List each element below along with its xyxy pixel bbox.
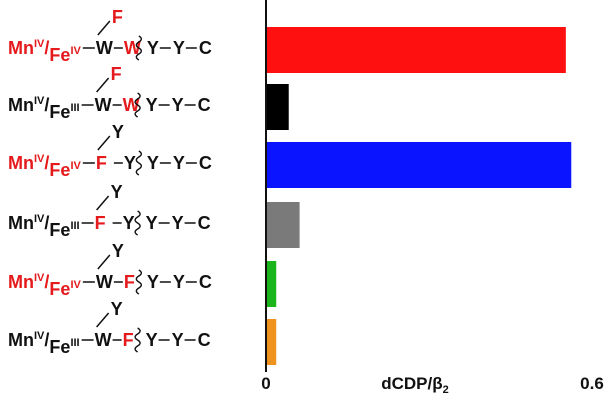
tail-residue-2: Y — [173, 272, 185, 292]
tail-residue-2: Y — [173, 153, 185, 173]
residue-2: F — [124, 272, 135, 292]
branch-bond — [97, 20, 111, 36]
tail-residue-2: Y — [173, 38, 185, 58]
metal-center: MnIV/FeIV — [8, 272, 81, 299]
chain-break — [135, 150, 143, 176]
branch-bond — [96, 77, 110, 93]
branch-residue: F — [111, 64, 122, 84]
chain-break — [134, 210, 141, 236]
bar-2 — [267, 84, 289, 130]
category-label-1: MnIV/FeIV WFW Y Y C — [8, 7, 212, 65]
branch-bond — [96, 312, 110, 328]
bar-4 — [267, 202, 300, 248]
category-label-2: MnIV/FeIII WFW Y Y C — [8, 64, 211, 122]
tail-residue-3: C — [199, 153, 212, 173]
tail-residue-1: Y — [146, 95, 158, 115]
tail-residue-3: C — [199, 272, 212, 292]
bar-5 — [267, 261, 277, 307]
residue-2: F — [123, 330, 134, 350]
residue-1: W — [96, 38, 113, 58]
bar-1 — [267, 27, 566, 73]
bar-6 — [267, 319, 277, 365]
tail-residue-2: Y — [172, 330, 184, 350]
branch-residue: Y — [112, 241, 124, 261]
chain-break — [134, 92, 141, 118]
residue-1: W — [95, 95, 112, 115]
bars — [267, 27, 572, 365]
x-axis-label: dCDP/β2 — [381, 374, 449, 396]
residue-2: Y — [124, 153, 136, 173]
metal-center: MnIV/FeIII — [8, 213, 80, 240]
branch-residue: Y — [112, 122, 124, 142]
category-label-6: MnIV/FeIII WYF Y Y C — [8, 299, 211, 357]
tail-residue-1: Y — [146, 213, 158, 233]
category-label-5: MnIV/FeIV WYF Y Y C — [8, 241, 212, 299]
tick-label-0: 0 — [261, 374, 270, 393]
branch-bond — [96, 195, 110, 211]
residue-1: F — [96, 153, 107, 173]
metal-center: MnIV/FeIV — [8, 153, 81, 180]
tail-residue-2: Y — [172, 213, 184, 233]
metal-center: MnIV/FeIII — [8, 95, 80, 122]
metal-center: MnIV/FeIV — [8, 38, 81, 65]
branch-residue: Y — [111, 299, 123, 319]
tail-residue-3: C — [198, 95, 211, 115]
metal-center: MnIV/FeIII — [8, 330, 80, 357]
tick-labels: 0 0.6 — [261, 374, 604, 393]
tail-residue-1: Y — [147, 272, 159, 292]
tail-residue-1: Y — [146, 330, 158, 350]
tail-residue-1: Y — [147, 38, 159, 58]
residue-1: F — [95, 213, 106, 233]
branch-residue: F — [112, 7, 123, 27]
branch-bond — [97, 135, 111, 151]
category-label-3: MnIV/FeIV FYY Y Y C — [8, 122, 212, 180]
branch-residue: Y — [111, 182, 123, 202]
tail-residue-3: C — [198, 213, 211, 233]
tail-residue-1: Y — [147, 153, 159, 173]
residue-1: W — [95, 330, 112, 350]
chain-break — [135, 269, 143, 295]
tick-label-0.6: 0.6 — [580, 374, 604, 393]
category-label-4: MnIV/FeIII FYY Y Y C — [8, 182, 211, 240]
tail-residue-2: Y — [172, 95, 184, 115]
chain-break — [134, 327, 141, 353]
bar-3 — [267, 142, 572, 188]
chain-break — [135, 35, 143, 61]
branch-bond — [97, 254, 111, 270]
tail-residue-3: C — [198, 330, 211, 350]
residue-1: W — [96, 272, 113, 292]
residue-2: Y — [123, 213, 135, 233]
tail-residue-3: C — [199, 38, 212, 58]
